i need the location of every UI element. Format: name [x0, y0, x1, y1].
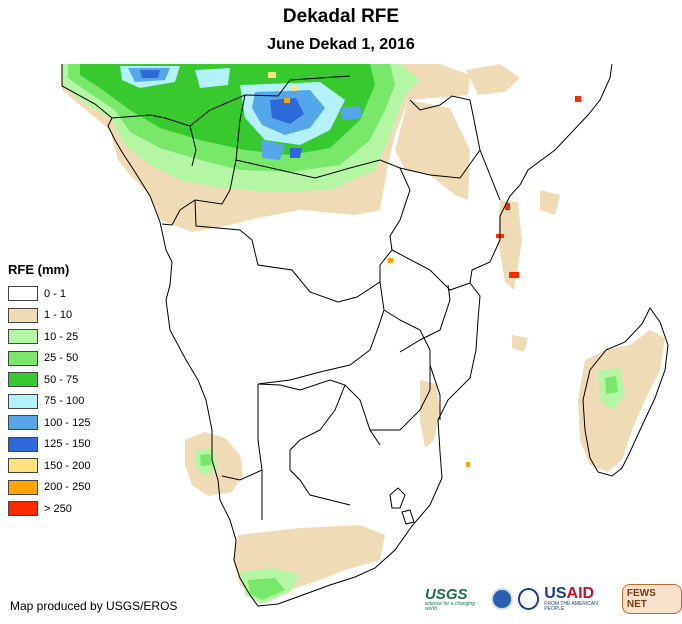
- legend-label: 125 - 150: [44, 438, 91, 451]
- madagascar-outline: [582, 307, 669, 477]
- legend-swatch: [8, 350, 38, 366]
- legend-item: 75 - 100: [8, 391, 90, 413]
- legend-item: 1 - 10: [8, 305, 90, 327]
- legend-item: 0 - 1: [8, 283, 90, 305]
- usgs-tagline: science for a changing world: [425, 600, 476, 612]
- legend-title: RFE (mm): [8, 262, 70, 277]
- legend-label: 75 - 100: [44, 395, 85, 408]
- legend-swatch: [8, 479, 38, 495]
- legend-item: 25 - 50: [8, 348, 90, 370]
- legend-label: 0 - 1: [44, 287, 67, 300]
- legend-label: 150 - 200: [44, 459, 91, 472]
- legend-label: 50 - 75: [44, 373, 79, 386]
- legend-swatch: [8, 393, 38, 409]
- legend-label: 1 - 10: [44, 309, 73, 322]
- noaa-logo-icon: [491, 588, 513, 610]
- logo-strip: USGS science for a changing world USAID FR…: [425, 584, 682, 614]
- map-title: Dekadal RFE: [282, 6, 400, 27]
- legend-swatch: [8, 372, 38, 388]
- legend-item: 150 - 200: [8, 455, 90, 477]
- country-borders: [111, 75, 501, 525]
- legend-item: 10 - 25: [8, 326, 90, 348]
- usaid-tagline: FROM THE AMERICAN PEOPLE: [544, 601, 598, 612]
- legend-swatch: [8, 286, 38, 302]
- usaid-logo: USAID FROM THE AMERICAN PEOPLE: [544, 586, 617, 612]
- usaid-logo-prefix: US: [544, 585, 567, 602]
- legend-swatch: [8, 501, 38, 517]
- usaid-logo-suffix: AID: [566, 585, 595, 602]
- legend-label: > 250: [44, 502, 72, 515]
- legend: RFE (mm) 0 - 1 1 - 10 10 - 25 25 - 50 50…: [8, 262, 90, 520]
- legend-item: > 250: [8, 498, 90, 520]
- usaid-seal-icon: [517, 588, 540, 610]
- coastline-outline: [61, 63, 613, 607]
- legend-swatch: [8, 436, 38, 452]
- map-subtitle: June Dekad 1, 2016: [267, 36, 415, 53]
- legend-item: 200 - 250: [8, 477, 90, 499]
- legend-label: 200 - 250: [44, 481, 91, 494]
- legend-swatch: [8, 458, 38, 474]
- legend-item: 50 - 75: [8, 369, 90, 391]
- legend-label: 100 - 125: [44, 416, 91, 429]
- legend-swatch: [8, 329, 38, 345]
- legend-swatch: [8, 415, 38, 431]
- usgs-logo: USGS science for a changing world: [425, 587, 486, 612]
- fews-net-logo: FEWS NET: [621, 584, 682, 614]
- legend-swatch: [8, 307, 38, 323]
- usgs-logo-text: USGS: [425, 585, 468, 603]
- legend-label: 25 - 50: [44, 352, 79, 365]
- legend-item: 100 - 125: [8, 412, 90, 434]
- legend-label: 10 - 25: [44, 330, 79, 343]
- legend-item: 125 - 150: [8, 434, 90, 456]
- map-credit: Map produced by USGS/EROS: [10, 599, 178, 613]
- rainfall-zone-125-150: [140, 70, 304, 158]
